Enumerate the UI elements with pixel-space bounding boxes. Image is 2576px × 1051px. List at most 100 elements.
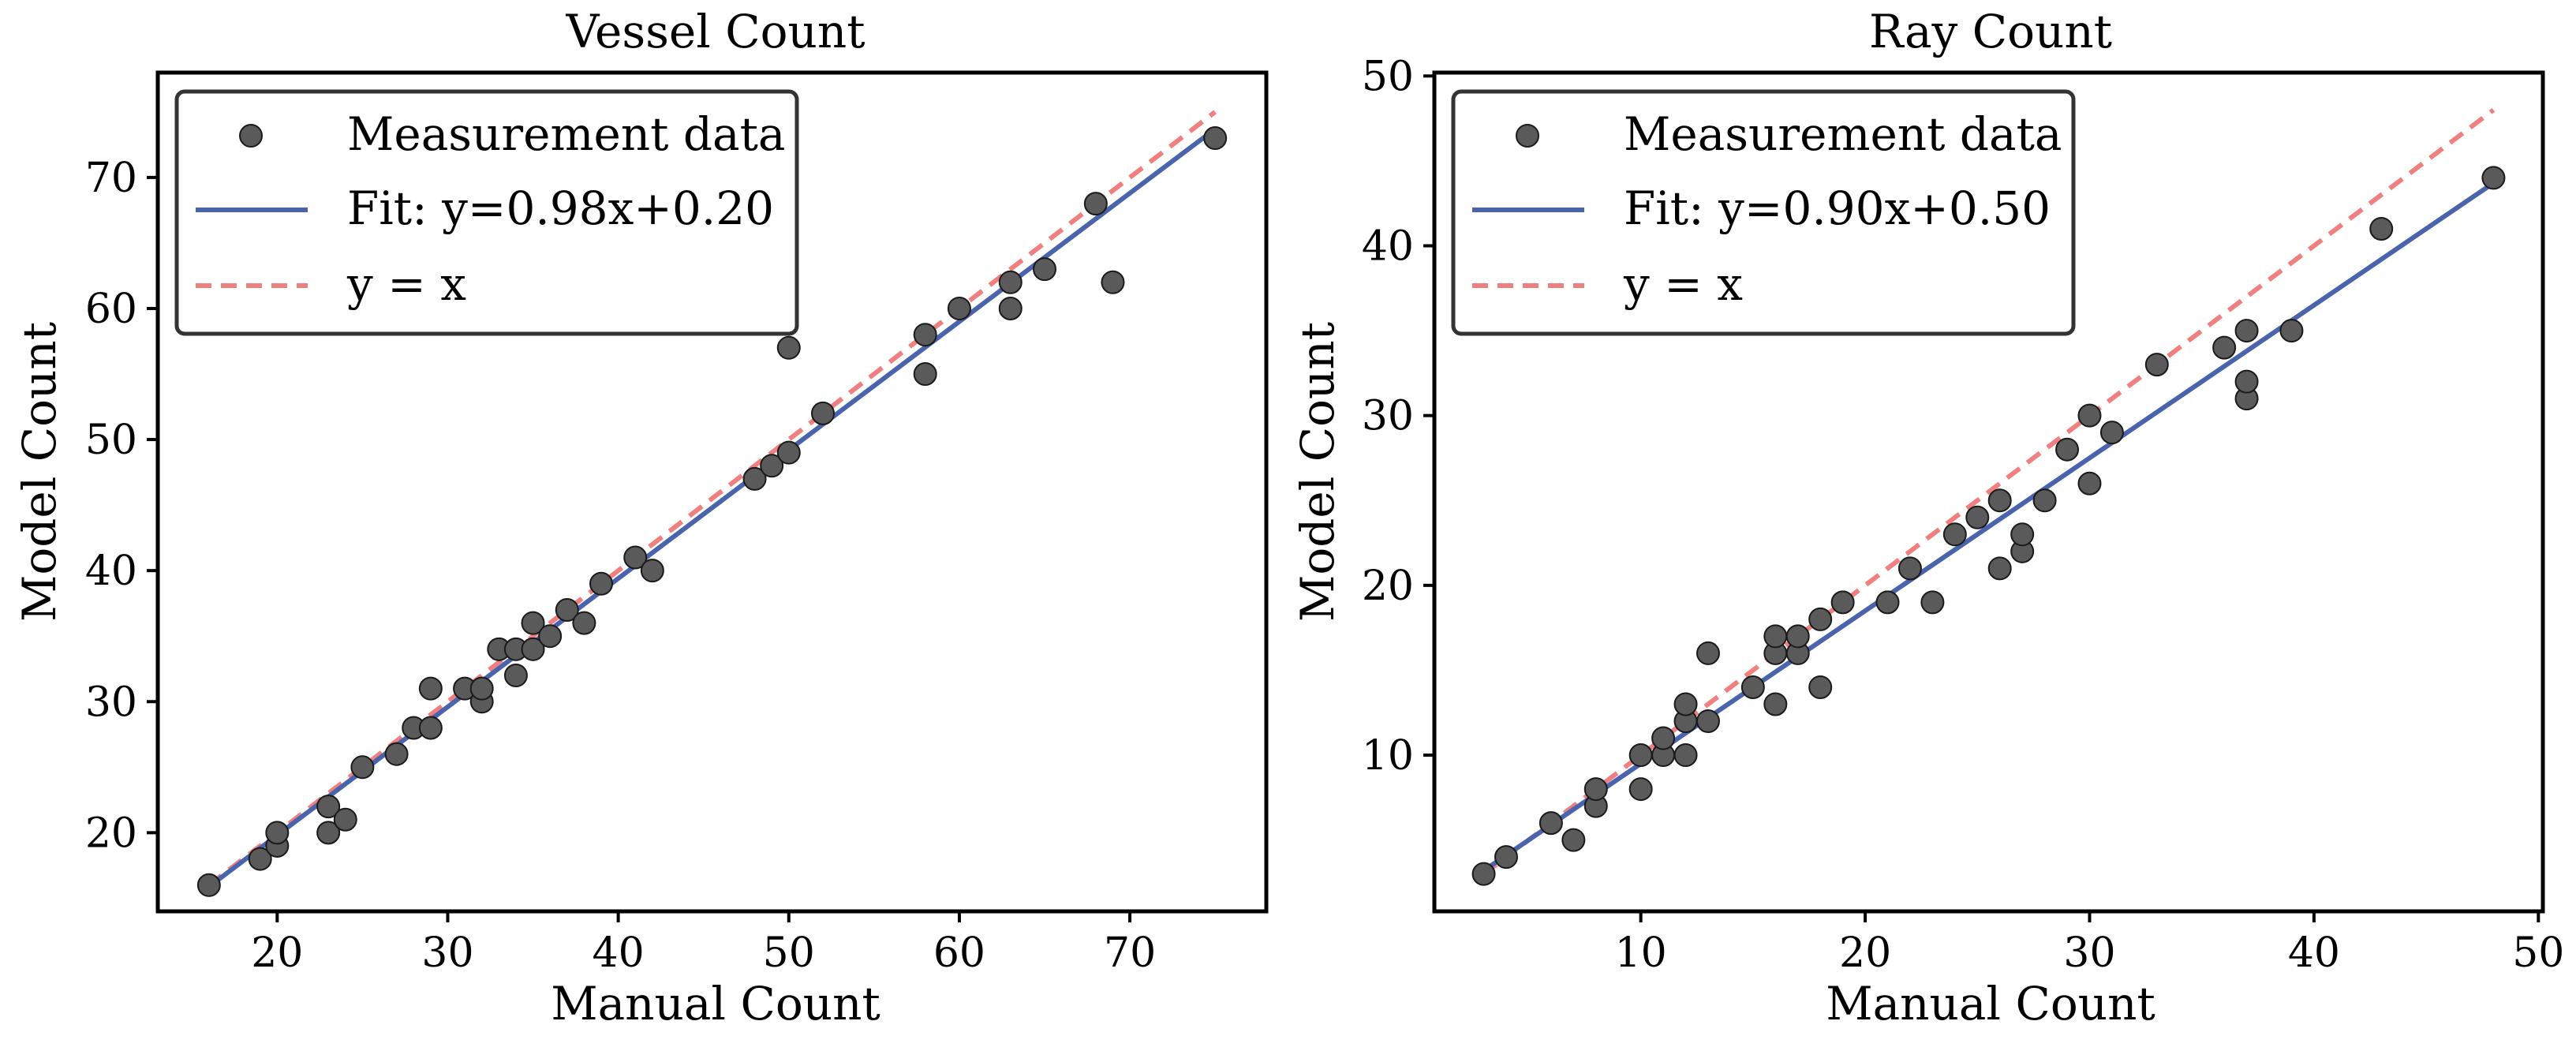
vessel-count-panel: Vessel Count Manual Count Model Count 20…	[13, 5, 1269, 1030]
vessel-data-point	[572, 611, 596, 635]
ray-data-point	[2212, 335, 2237, 360]
ray-y-tick-label: 30	[1362, 393, 1414, 440]
vessel-data-point	[1203, 126, 1228, 151]
vessel-ticks: 20 30 40 50 60 70 20 30 40 50 60 70	[85, 155, 1156, 977]
vessel-data-point	[1101, 270, 1125, 294]
vessel-data-point	[811, 401, 835, 425]
ray-data-point	[2234, 369, 2259, 394]
ray-y-tick-label: 40	[1362, 223, 1414, 270]
vessel-legend-box	[174, 89, 799, 336]
ray-y-tick-label: 20	[1362, 563, 1414, 610]
ray-x-tick-label: 30	[2063, 929, 2115, 977]
ray-legend-scatter-label: Measurement data	[1624, 107, 2062, 161]
ray-x-tick-label: 20	[1839, 929, 1891, 977]
ray-data-point	[1696, 641, 1720, 665]
vessel-data-point	[947, 296, 971, 320]
vessel-data-point	[913, 362, 937, 387]
ray-data-point	[2055, 437, 2080, 462]
vessel-data-point	[538, 624, 563, 649]
vessel-y-tick-label: 30	[85, 679, 137, 726]
ray-count-panel: Ray Count Manual Count Model Count 10 20 3…	[1291, 5, 2564, 1030]
vessel-y-tick-label: 70	[85, 155, 137, 202]
ray-data-point	[2144, 353, 2169, 377]
ray-data-point	[1785, 624, 1810, 649]
vessel-data-point	[555, 597, 579, 622]
ray-chart-title: Ray Count	[1869, 5, 2112, 58]
vessel-data-point	[265, 821, 290, 845]
ray-data-point	[2481, 166, 2506, 190]
vessel-data-point	[913, 323, 937, 347]
vessel-data-point	[384, 742, 409, 766]
ray-data-point	[1942, 522, 1967, 547]
ray-identity-line	[1482, 107, 2496, 877]
ray-x-tick-label: 10	[1615, 929, 1667, 977]
ray-data-point	[2099, 421, 2124, 445]
vessel-x-tick-label: 40	[593, 929, 645, 977]
vessel-chart-title: Vessel Count	[565, 5, 865, 58]
ray-data-point	[2010, 522, 2035, 547]
vessel-lines	[208, 110, 1217, 889]
ray-data-point	[1897, 556, 1922, 581]
vessel-data-point	[521, 611, 545, 635]
ray-data-point	[2032, 488, 2057, 513]
ray-data-point	[1673, 743, 1698, 768]
vessel-x-tick-label: 30	[421, 929, 473, 977]
vessel-data-point	[623, 545, 648, 570]
ray-plot-frame	[1432, 70, 2545, 914]
ray-legend-identity-label: y = x	[1623, 257, 1743, 311]
ray-x-tick-label: 50	[2512, 929, 2564, 977]
vessel-x-tick-label: 50	[763, 929, 815, 977]
vessel-data-point	[998, 270, 1023, 294]
vessel-y-tick-label: 50	[85, 417, 137, 464]
vessel-points	[196, 126, 1228, 897]
ray-data-point	[2369, 216, 2394, 241]
ray-data-point	[1628, 777, 1653, 802]
vessel-data-point	[776, 335, 801, 360]
ray-data-point	[1673, 692, 1698, 716]
ray-data-point	[1808, 675, 1833, 699]
ray-data-point	[1987, 556, 2012, 581]
ray-points	[1471, 166, 2506, 886]
vessel-x-tick-label: 20	[251, 929, 303, 977]
ray-data-point	[1763, 692, 1788, 716]
vessel-y-tick-label: 20	[85, 810, 137, 857]
vessel-data-point	[418, 716, 443, 740]
ray-data-point	[1628, 743, 1653, 768]
ray-data-point	[1696, 709, 1720, 733]
vessel-identity-line	[208, 110, 1217, 888]
ray-data-point	[1471, 862, 1496, 886]
vessel-data-point	[196, 873, 221, 897]
ray-data-point	[2077, 471, 2102, 496]
ray-legend-fit-label: Fit: y=0.90x+0.50	[1624, 181, 2051, 235]
vessel-data-point	[350, 755, 375, 780]
vessel-data-point	[760, 454, 784, 478]
vessel-data-point	[503, 664, 528, 688]
vessel-y-tick-label: 60	[85, 286, 137, 333]
ray-y-axis-label: Model Count	[1291, 322, 1344, 622]
vessel-data-point	[1083, 192, 1108, 216]
vessel-legend: Measurement data Fit: y=0.98x+0.20 y = x	[174, 89, 799, 336]
ray-data-point	[2279, 319, 2304, 343]
ray-data-point	[1920, 590, 1945, 615]
vessel-data-point	[469, 676, 494, 701]
vessel-y-axis-label: Model Count	[13, 322, 66, 622]
vessel-data-point	[521, 637, 545, 661]
ray-data-point	[1740, 675, 1765, 699]
vessel-x-tick-label: 70	[1104, 929, 1156, 977]
ray-data-point	[1763, 624, 1788, 649]
vessel-data-point	[248, 847, 272, 871]
ray-legend: Measurement data Fit: y=0.90x+0.50 y = x	[1451, 89, 2076, 336]
vessel-data-point	[1033, 257, 1056, 282]
ray-data-point	[2234, 319, 2259, 343]
vessel-legend-scatter-label: Measurement data	[347, 107, 785, 161]
vessel-x-axis-label: Manual Count	[551, 977, 880, 1030]
ray-x-axis-label: Manual Count	[1826, 977, 2155, 1030]
ray-data-point	[1651, 726, 1676, 750]
ray-x-tick-label: 40	[2288, 929, 2340, 977]
vessel-data-point	[640, 559, 664, 583]
vessel-data-point	[589, 571, 613, 596]
vessel-data-point	[418, 676, 443, 701]
ray-data-point	[1538, 811, 1563, 836]
ray-data-point	[1561, 828, 1586, 852]
